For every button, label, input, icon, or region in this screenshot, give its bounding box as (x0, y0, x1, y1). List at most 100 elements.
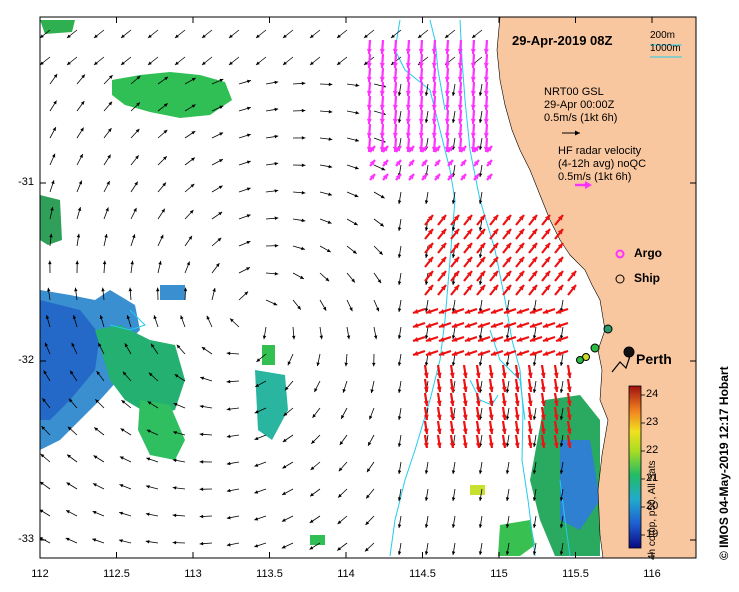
radar-arrow-north-head (379, 48, 385, 54)
radar-arrow-south-head (505, 243, 511, 249)
radar-arrow-north-head (470, 76, 476, 82)
radar-arrow-south-head (492, 215, 498, 221)
model-arrow-head (319, 335, 324, 340)
model-arrow-head (95, 399, 99, 403)
radar-arrow-south-head (566, 400, 572, 406)
model-arrow-head (424, 92, 429, 96)
model-arrow-head (256, 358, 261, 362)
model-arrow-head (206, 315, 210, 320)
radar-arrow-south-head (505, 215, 511, 221)
model-arrow-head (124, 343, 129, 348)
model-arrow-head (201, 347, 206, 351)
model-arrow-head (559, 497, 564, 501)
model-arrow-head (175, 61, 179, 65)
model-arrow-head (48, 260, 52, 265)
model-arrow-head (559, 443, 564, 447)
model-arrow-head (478, 200, 483, 204)
map-title: 29-Apr-2019 08Z (512, 33, 613, 48)
radar-arrow-south-head (488, 400, 494, 406)
model-arrow-head (151, 343, 155, 348)
model-arrow-head (246, 133, 251, 138)
radar-arrow-south-head (423, 414, 429, 420)
radar-arrow-north-head (470, 62, 476, 68)
radar-arrow-south-head (488, 428, 494, 434)
radar-arrow-north-head (431, 48, 437, 54)
radar-arrow-south-head (531, 257, 537, 263)
radar-arrow-north-head (392, 48, 398, 54)
model-arrow-head (68, 398, 73, 403)
model-arrow-head (451, 119, 456, 123)
model-arrow-head (43, 370, 47, 375)
radar-arrow-south-head (436, 428, 442, 434)
model-arrow-head (327, 220, 332, 224)
model-arrow-head (316, 362, 320, 367)
model-arrow-head (246, 106, 251, 111)
radar-arrow-north-head (369, 146, 375, 152)
model-arrow-head (40, 61, 44, 65)
radar-arrow-south-head (465, 323, 471, 328)
radar-arrow-north-head (382, 174, 388, 180)
model-arrow-head (505, 362, 510, 366)
radar-arrow-south-head (531, 215, 537, 221)
model-arrow-head (67, 454, 71, 459)
model-arrow-head (559, 470, 564, 474)
model-arrow-head (183, 287, 188, 292)
model-arrow-head (559, 335, 564, 339)
model-arrow-head (451, 335, 456, 339)
radar-arrow-south-head (462, 400, 468, 406)
model-arrow-head (80, 101, 85, 105)
radar-arrow-south-head (514, 400, 520, 406)
radar-arrow-south-head (544, 215, 550, 221)
model-arrow-head (121, 400, 126, 404)
radar-arrow-south-head (488, 386, 494, 392)
radar-arrow-north-head (405, 132, 411, 138)
perth-marker (623, 346, 635, 358)
radar-arrow-north-head (418, 118, 424, 124)
model-arrow-head (92, 538, 97, 542)
radar-arrow-south-head (426, 337, 432, 342)
model-arrow-head (66, 482, 71, 486)
radar-arrow-south-head (475, 428, 481, 434)
plot-frame (39, 16, 697, 559)
radar-arrow-north-head (483, 118, 489, 124)
model-arrow-head (106, 180, 110, 185)
radar-arrow-north-head (486, 146, 492, 152)
radar-arrow-south-head (518, 243, 524, 249)
model-arrow-head (96, 371, 101, 375)
model-arrow-head (155, 287, 160, 292)
argo-label: Argo (634, 246, 662, 260)
model-arrow-head (505, 497, 510, 501)
radar-arrow-south-head (465, 309, 471, 314)
radar-arrow-south-head (466, 271, 472, 277)
model-arrow-head (310, 61, 314, 65)
model-legend-line: 29-Apr 00:00Z (544, 99, 615, 111)
model-arrow-head (373, 335, 378, 340)
x-tick-label: 114.5 (409, 568, 436, 580)
radar-arrow-south-head (466, 257, 472, 263)
model-arrow-head (424, 308, 429, 312)
colorbar-tick-label: 19 (646, 528, 659, 540)
model-arrow-head (354, 193, 359, 198)
model-arrow-head (202, 34, 206, 38)
model-arrow-head (287, 361, 291, 366)
model-arrow-head (274, 80, 279, 85)
model-arrow-head (94, 34, 98, 38)
model-arrow-head (328, 192, 332, 196)
radar-arrow-south-head (505, 271, 511, 277)
model-arrow-head (246, 79, 251, 84)
model-arrow-head (199, 432, 204, 437)
model-arrow-head (451, 281, 456, 285)
model-arrow-head (218, 185, 223, 189)
model-arrow-head (505, 335, 510, 339)
radar-arrow-north-head (470, 104, 476, 110)
radar-arrow-south-head (427, 285, 433, 291)
radar-arrow-south-head (556, 337, 562, 342)
model-arrow-head (246, 240, 251, 245)
radar-arrow-south-head (570, 285, 576, 291)
model-arrow-head (191, 157, 195, 162)
radar-arrow-south-head (544, 285, 550, 291)
radar-arrow-south-head (466, 215, 472, 221)
radar-arrow-north-head (457, 76, 463, 82)
radar-arrow-north-head (408, 146, 414, 152)
radar-arrow-south-head (544, 243, 550, 249)
